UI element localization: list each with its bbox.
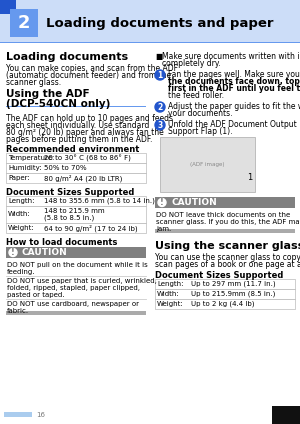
Text: Recommended environment: Recommended environment: [6, 145, 140, 154]
Text: DO NOT leave thick documents on the: DO NOT leave thick documents on the: [156, 212, 290, 218]
Circle shape: [155, 102, 165, 112]
Text: 148 to 215.9 mm: 148 to 215.9 mm: [44, 209, 105, 215]
Text: Make sure documents written with ink are: Make sure documents written with ink are: [162, 52, 300, 61]
Bar: [155, 229, 295, 233]
Text: scanner glass.: scanner glass.: [6, 78, 61, 87]
Bar: [6, 247, 146, 258]
Text: DO NOT pull on the document while it is: DO NOT pull on the document while it is: [7, 262, 148, 268]
Text: 50% to 70%: 50% to 70%: [44, 165, 87, 171]
Bar: [4, 412, 32, 417]
Bar: [0, 0, 300, 42]
Bar: [155, 299, 295, 309]
Text: !: !: [11, 248, 15, 257]
Circle shape: [9, 248, 17, 257]
Text: 2: 2: [18, 14, 30, 32]
Text: 64 to 90 g/m² (17 to 24 lb): 64 to 90 g/m² (17 to 24 lb): [44, 224, 138, 232]
Text: first in the ADF until you feel them touch: first in the ADF until you feel them tou…: [168, 84, 300, 93]
Text: 80 g/m² (20 lb) paper and always fan the: 80 g/m² (20 lb) paper and always fan the: [6, 128, 164, 137]
Bar: [0, 42, 300, 43]
Text: Support Flap (1).: Support Flap (1).: [168, 127, 232, 136]
Text: completely dry.: completely dry.: [162, 59, 220, 68]
Text: Up to 297 mm (11.7 in.): Up to 297 mm (11.7 in.): [191, 281, 276, 287]
Text: Humidity:: Humidity:: [8, 165, 42, 171]
Text: folded, ripped, stapled, paper clipped,: folded, ripped, stapled, paper clipped,: [7, 285, 140, 291]
Text: Temperature:: Temperature:: [8, 155, 54, 161]
Text: Using the scanner glass: Using the scanner glass: [155, 241, 300, 251]
Bar: [272, 406, 300, 424]
Bar: [155, 197, 295, 208]
Text: Document Sizes Supported: Document Sizes Supported: [6, 188, 134, 197]
Text: !: !: [160, 198, 164, 207]
Text: Up to 215.9mm (8.5 in.): Up to 215.9mm (8.5 in.): [191, 291, 275, 297]
Circle shape: [158, 198, 166, 206]
Bar: [160, 137, 255, 192]
Text: each sheet individually. Use standard: each sheet individually. Use standard: [6, 121, 149, 130]
Text: 3: 3: [158, 120, 163, 129]
Text: CAUTION: CAUTION: [171, 198, 217, 207]
Text: pasted or taped.: pasted or taped.: [7, 292, 64, 298]
Text: How to load documents: How to load documents: [6, 238, 117, 247]
Text: Fan the pages well. Make sure you put: Fan the pages well. Make sure you put: [168, 70, 300, 79]
Text: 20 to 30° C (68 to 86° F): 20 to 30° C (68 to 86° F): [44, 154, 131, 162]
Text: the feed roller.: the feed roller.: [168, 91, 224, 100]
Text: Width:: Width:: [8, 212, 31, 218]
Text: Loading documents: Loading documents: [6, 52, 128, 62]
Text: jam.: jam.: [156, 226, 171, 232]
Text: 80 g/m² A4 (20 lb LTR): 80 g/m² A4 (20 lb LTR): [44, 174, 122, 182]
Bar: [155, 289, 295, 299]
Text: Loading documents and paper: Loading documents and paper: [46, 17, 274, 30]
Text: Weight:: Weight:: [8, 225, 35, 231]
Text: CAUTION: CAUTION: [22, 248, 68, 257]
Text: (5.8 to 8.5 in.): (5.8 to 8.5 in.): [44, 214, 94, 221]
Text: (DCP-540CN only): (DCP-540CN only): [6, 99, 110, 109]
Bar: [6, 106, 146, 107]
Text: 1: 1: [247, 173, 252, 181]
Bar: [6, 153, 146, 163]
Text: (ADF image): (ADF image): [190, 162, 225, 167]
Bar: [6, 163, 146, 173]
Bar: [6, 223, 146, 233]
Text: feeding.: feeding.: [7, 269, 35, 275]
Bar: [0, 0, 16, 14]
Text: You can use the scanner glass to copy or: You can use the scanner glass to copy or: [155, 253, 300, 262]
Text: scanner glass. If you do this, the ADF may: scanner glass. If you do this, the ADF m…: [156, 219, 300, 225]
Text: DO NOT use paper that is curled, wrinkled,: DO NOT use paper that is curled, wrinkle…: [7, 278, 157, 284]
Text: Length:: Length:: [8, 198, 34, 204]
Text: Adjust the paper guides to fit the width of: Adjust the paper guides to fit the width…: [168, 102, 300, 111]
Text: 16: 16: [36, 412, 45, 418]
Text: the documents face down, top edge: the documents face down, top edge: [168, 77, 300, 86]
Text: (automatic document feeder) and from the: (automatic document feeder) and from the: [6, 71, 171, 80]
Text: Paper:: Paper:: [8, 175, 30, 181]
Text: Width:: Width:: [157, 291, 180, 297]
Text: pages before putting them in the ADF.: pages before putting them in the ADF.: [6, 135, 152, 144]
Text: your documents.: your documents.: [168, 109, 232, 118]
Text: fabric.: fabric.: [7, 308, 29, 314]
Text: Using the ADF: Using the ADF: [6, 89, 90, 99]
Bar: [155, 279, 295, 289]
Text: scan pages of a book or one page at a time.: scan pages of a book or one page at a ti…: [155, 260, 300, 269]
Text: ■: ■: [155, 52, 162, 61]
Bar: [6, 173, 146, 183]
Text: Length:: Length:: [157, 281, 184, 287]
Bar: [6, 311, 146, 315]
Circle shape: [155, 70, 165, 80]
Text: You can make copies, and scan from the ADF: You can make copies, and scan from the A…: [6, 64, 178, 73]
Text: The ADF can hold up to 10 pages and feeds: The ADF can hold up to 10 pages and feed…: [6, 114, 173, 123]
Circle shape: [155, 120, 165, 130]
Text: 1: 1: [158, 70, 163, 80]
Text: Unfold the ADF Document Output: Unfold the ADF Document Output: [168, 120, 297, 129]
Text: Weight:: Weight:: [157, 301, 184, 307]
Bar: [10, 9, 38, 37]
Text: 2: 2: [158, 103, 163, 112]
Bar: [6, 206, 146, 223]
Text: Document Sizes Supported: Document Sizes Supported: [155, 271, 284, 280]
Text: DO NOT use cardboard, newspaper or: DO NOT use cardboard, newspaper or: [7, 301, 139, 307]
Text: 148 to 355.6 mm (5.8 to 14 in.): 148 to 355.6 mm (5.8 to 14 in.): [44, 198, 155, 204]
Bar: [6, 196, 146, 206]
Text: Up to 2 kg (4.4 lb): Up to 2 kg (4.4 lb): [191, 301, 254, 307]
